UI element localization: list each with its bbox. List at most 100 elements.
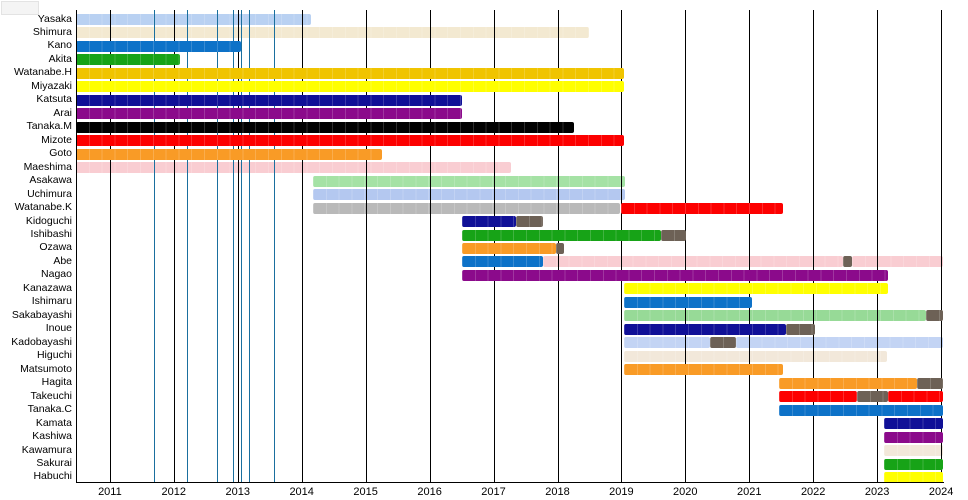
row-label-kadobayashi: Kadobayashi [11, 335, 72, 348]
event-line [232, 10, 234, 482]
row-label-ozawa: Ozawa [39, 241, 72, 254]
row-label-maeshima: Maeshima [23, 160, 72, 173]
bar-segment-katsuta [76, 94, 462, 106]
year-tick-label: 2018 [545, 486, 570, 498]
year-gridline [365, 10, 367, 482]
row-label-kanazawa: Kanazawa [22, 281, 72, 294]
bar-segment-kidoguchi [461, 216, 516, 228]
bar-segment-watanabe-h [76, 67, 624, 79]
bar-segment-akita [76, 54, 181, 66]
year-tick-label: 2015 [353, 486, 378, 498]
row-label-watanabe-k: Watanabe.K [14, 201, 72, 214]
year-tick-label: 2019 [609, 486, 634, 498]
row-label-uchimura: Uchimura [27, 187, 72, 200]
event-line [273, 10, 275, 482]
event-line [217, 10, 219, 482]
year-gridline [429, 10, 431, 482]
bar-segment-hagita [916, 377, 943, 389]
row-label-ishibashi: Ishibashi [30, 228, 72, 241]
year-tick-label: 2017 [481, 486, 506, 498]
year-tick-label: 2013 [225, 486, 251, 498]
row-label-sakurai: Sakurai [36, 457, 72, 469]
bar-segment-kashiwa [883, 431, 943, 443]
bar-segment-higuchi [623, 350, 887, 362]
bar-segment-takeuchi [778, 391, 857, 403]
row-label-kashiwa: Kashiwa [32, 430, 72, 443]
bar-segment-takeuchi [856, 391, 888, 403]
row-label-nagao: Nagao [41, 268, 72, 281]
bar-segment-abe [842, 256, 853, 268]
bar-segment-sakabayashi [925, 310, 943, 322]
row-label-matsumoto: Matsumoto [20, 362, 72, 375]
row-label-kidoguchi: Kidoguchi [25, 214, 72, 227]
row-label-goto: Goto [49, 147, 72, 160]
year-tick-label: 2016 [417, 486, 442, 498]
year-tick-label: 2020 [673, 486, 698, 498]
event-line [241, 10, 242, 482]
bar-segment-habuchi [883, 471, 943, 483]
bar-segment-watanabe-k [312, 202, 621, 214]
row-label-higuchi: Higuchi [36, 349, 72, 362]
row-label-inoue: Inoue [45, 322, 72, 335]
row-label-miyazaki: Miyazaki [31, 79, 72, 92]
bar-segment-ozawa [461, 242, 557, 254]
year-gridline [685, 10, 687, 482]
year-tick-label: 2011 [98, 486, 122, 498]
row-label-tanaka-c: Tanaka.C [27, 403, 72, 416]
bar-segment-kawamura [883, 445, 943, 457]
year-gridline [301, 10, 303, 482]
row-label-sakabayashi: Sakabayashi [11, 308, 72, 321]
year-tick-label: 2021 [737, 486, 762, 498]
row-label-katsuta: Katsuta [36, 93, 72, 106]
bar-segment-shimura [76, 27, 590, 39]
row-label-ishimaru: Ishimaru [31, 295, 72, 308]
event-line [154, 10, 155, 482]
bar-segment-takeuchi [888, 391, 943, 403]
row-label-hagita: Hagita [41, 376, 72, 389]
row-label-kano: Kano [47, 39, 72, 52]
bar-segment-goto [76, 148, 382, 160]
year-gridline [749, 10, 751, 482]
year-gridline [941, 10, 943, 482]
row-label-watanabe-h: Watanabe.H [14, 66, 72, 79]
year-tick-label: 2022 [800, 486, 826, 498]
bar-segment-inoue [785, 323, 816, 335]
bar-segment-sakurai [883, 458, 943, 470]
row-label-kamata: Kamata [35, 416, 72, 429]
bar-segment-hagita [778, 377, 917, 389]
year-tick-label: 2012 [161, 486, 187, 498]
year-tick-label: 2023 [864, 486, 890, 498]
row-label-akita: Akita [48, 52, 72, 65]
bar-segment-ozawa [556, 242, 565, 254]
row-label-tanaka-m: Tanaka.M [26, 120, 72, 133]
bar-segment-watanabe-k [621, 202, 784, 214]
year-gridline [173, 10, 175, 482]
bar-segment-matsumoto [623, 364, 784, 376]
bar-segment-maeshima [76, 162, 511, 174]
axis-bottom [76, 482, 944, 483]
bar-segment-kadobayashi [735, 337, 943, 349]
bar-segment-sakabayashi [623, 310, 926, 322]
bar-segment-tanaka-m [76, 121, 575, 133]
bar-segment-kidoguchi [515, 216, 543, 228]
bar-segment-uchimura [312, 189, 625, 201]
row-label-mizote: Mizote [41, 133, 72, 146]
year-gridline [237, 10, 239, 482]
year-gridline [109, 10, 111, 482]
bar-segment-kamata [883, 418, 943, 430]
year-tick-label: 2014 [289, 486, 314, 498]
bar-segment-tanaka-c [778, 404, 943, 416]
row-label-kawamura: Kawamura [21, 443, 72, 456]
bar-segment-kanazawa [623, 283, 888, 295]
bar-segment-abe [461, 256, 543, 268]
bar-segment-kano [76, 40, 241, 52]
bar-segment-arai [76, 108, 462, 120]
event-line [187, 10, 189, 482]
event-line [249, 10, 251, 482]
bar-segment-yasaka [76, 14, 312, 25]
bar-segment-asakawa [312, 175, 625, 187]
row-label-arai: Arai [53, 106, 72, 119]
bar-segment-abe [852, 256, 943, 268]
bar-segment-kadobayashi [623, 337, 710, 349]
